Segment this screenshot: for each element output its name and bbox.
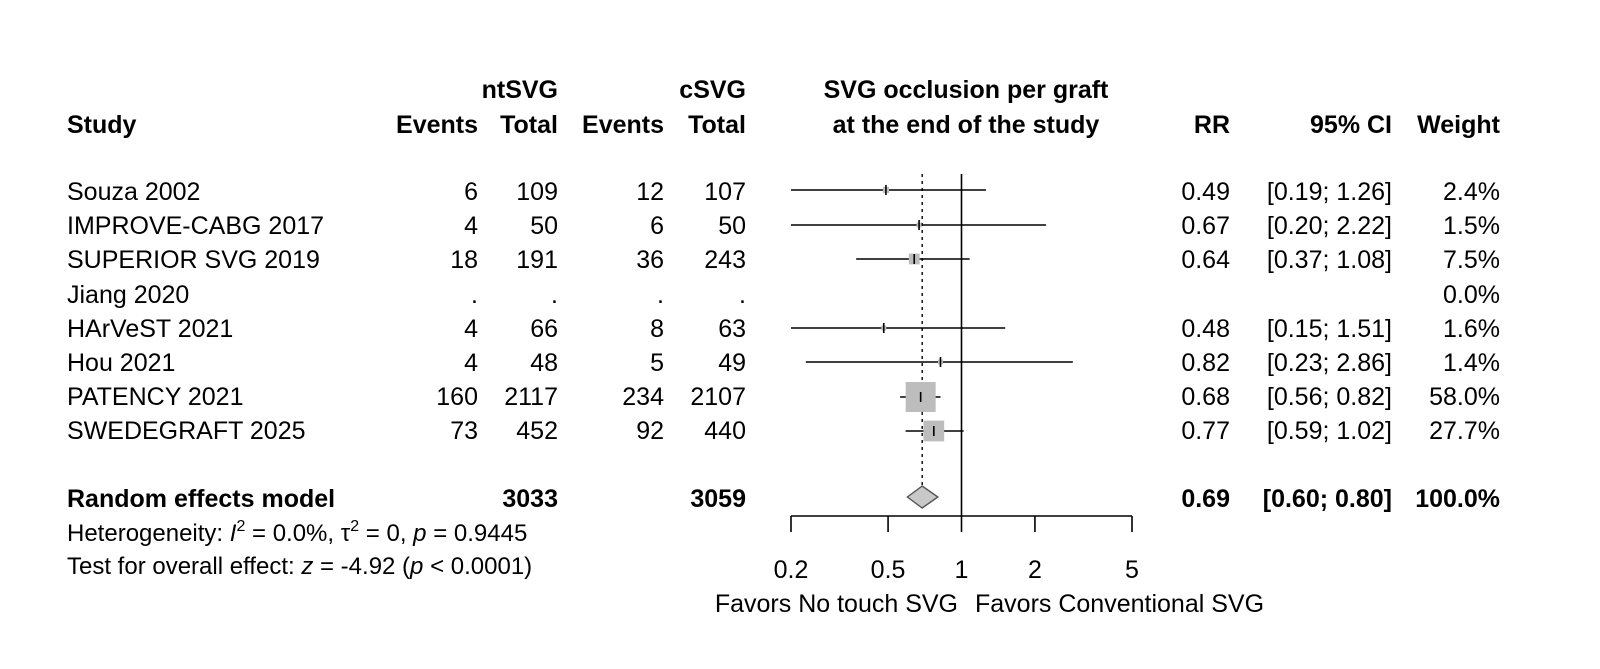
c-events: 12 xyxy=(636,178,664,206)
nt-events: 73 xyxy=(450,417,478,445)
ci-value: [0.56; 0.82] xyxy=(1266,383,1392,411)
weight-value: 0.0% xyxy=(1443,281,1500,309)
nt-events: 4 xyxy=(464,212,478,240)
weight-value: 2.4% xyxy=(1443,178,1500,206)
weight-value: 1.6% xyxy=(1443,315,1500,343)
study-name: SWEDEGRAFT 2025 xyxy=(67,417,306,445)
weight-value: 58.0% xyxy=(1429,383,1500,411)
pooled-ci-value: [0.60; 0.80] xyxy=(1262,485,1392,513)
pooled-weight-value: 100.0% xyxy=(1415,485,1500,513)
nt-events: . xyxy=(471,281,478,309)
nt-total: 2117 xyxy=(504,383,558,411)
weight-value: 1.5% xyxy=(1443,212,1500,240)
rr-value: 0.49 xyxy=(1181,178,1230,206)
c-total: 63 xyxy=(718,315,746,343)
pooled-c-total: 3059 xyxy=(690,485,746,513)
nt-events: 160 xyxy=(436,383,478,411)
study-name: Hou 2021 xyxy=(67,349,176,377)
rr-value: 0.48 xyxy=(1181,315,1230,343)
nt-total: . xyxy=(551,281,558,309)
header-weight: Weight xyxy=(1417,111,1500,139)
header-rr: RR xyxy=(1193,111,1230,139)
weight-value: 7.5% xyxy=(1443,246,1500,274)
rr-value: 0.68 xyxy=(1181,383,1230,411)
nt-total: 109 xyxy=(516,178,558,206)
nt-total: 66 xyxy=(530,315,558,343)
c-total: 2107 xyxy=(690,383,746,411)
study-name: SUPERIOR SVG 2019 xyxy=(67,246,320,274)
study-name: HArVeST 2021 xyxy=(67,315,234,343)
study-name: PATENCY 2021 xyxy=(67,383,244,411)
nt-total: 48 xyxy=(530,349,558,377)
header-ci: 95% CI xyxy=(1310,111,1392,139)
rr-value: 0.67 xyxy=(1181,212,1230,240)
study-name: IMPROVE-CABG 2017 xyxy=(67,212,325,240)
c-events: 36 xyxy=(636,246,664,274)
weight-value: 27.7% xyxy=(1429,417,1500,445)
c-total: 49 xyxy=(718,349,746,377)
weight-value: 1.4% xyxy=(1443,349,1500,377)
rr-value: 0.77 xyxy=(1181,417,1230,445)
x-tick-label: 5 xyxy=(1125,556,1139,584)
header-nt-total: Total xyxy=(500,111,558,139)
x-tick-label: 0.2 xyxy=(774,556,809,584)
favors-left-label: Favors No touch SVG xyxy=(714,590,958,618)
overall-effect-text: Test for overall effect: z = -4.92 (p < … xyxy=(67,553,533,580)
rr-value: 0.82 xyxy=(1181,349,1230,377)
ci-value: [0.19; 1.26] xyxy=(1266,178,1392,206)
c-total: 440 xyxy=(704,417,746,445)
header-c-total: Total xyxy=(688,111,746,139)
nt-events: 6 xyxy=(464,178,478,206)
nt-total: 50 xyxy=(530,212,558,240)
c-events: 234 xyxy=(622,383,664,411)
c-events: 8 xyxy=(650,315,664,343)
ci-value: [0.15; 1.51] xyxy=(1266,315,1392,343)
c-events: 5 xyxy=(650,349,664,377)
ci-value: [0.37; 1.08] xyxy=(1266,246,1392,274)
header-c-events: Events xyxy=(582,111,664,139)
nt-events: 18 xyxy=(450,246,478,274)
heterogeneity-text: Heterogeneity: I2 = 0.0%, τ2 = 0, p = 0.… xyxy=(67,518,528,548)
nt-events: 4 xyxy=(464,349,478,377)
c-events: . xyxy=(657,281,664,309)
header-study: Study xyxy=(67,111,137,139)
c-total: 243 xyxy=(704,246,746,274)
c-total: 107 xyxy=(704,178,746,206)
study-name: Jiang 2020 xyxy=(67,281,190,309)
study-name: Souza 2002 xyxy=(67,178,201,206)
rr-value: 0.64 xyxy=(1181,246,1230,274)
header-nt-events: Events xyxy=(396,111,478,139)
ci-value: [0.20; 2.22] xyxy=(1266,212,1392,240)
pooled-label: Random effects model xyxy=(67,485,336,513)
ci-value: [0.59; 1.02] xyxy=(1266,417,1392,445)
plot-title-line1: SVG occlusion per graft xyxy=(823,76,1109,104)
c-events: 6 xyxy=(650,212,664,240)
x-tick-label: 2 xyxy=(1028,556,1042,584)
c-events: 92 xyxy=(636,417,664,445)
pooled-diamond xyxy=(906,485,940,509)
x-tick-label: 1 xyxy=(955,556,969,584)
nt-total: 452 xyxy=(516,417,558,445)
favors-right-label: Favors Conventional SVG xyxy=(975,590,1265,618)
header-ntsvg: ntSVG xyxy=(481,76,558,104)
plot-title-line2: at the end of the study xyxy=(832,111,1100,139)
nt-total: 191 xyxy=(516,246,558,274)
ci-value: [0.23; 2.86] xyxy=(1266,349,1392,377)
c-total: 50 xyxy=(718,212,746,240)
c-total: . xyxy=(739,281,746,309)
pooled-rr-value: 0.69 xyxy=(1181,485,1230,513)
header-csvg: cSVG xyxy=(679,76,746,104)
x-tick-label: 0.5 xyxy=(871,556,906,584)
pooled-nt-total: 3033 xyxy=(502,485,558,513)
nt-events: 4 xyxy=(464,315,478,343)
